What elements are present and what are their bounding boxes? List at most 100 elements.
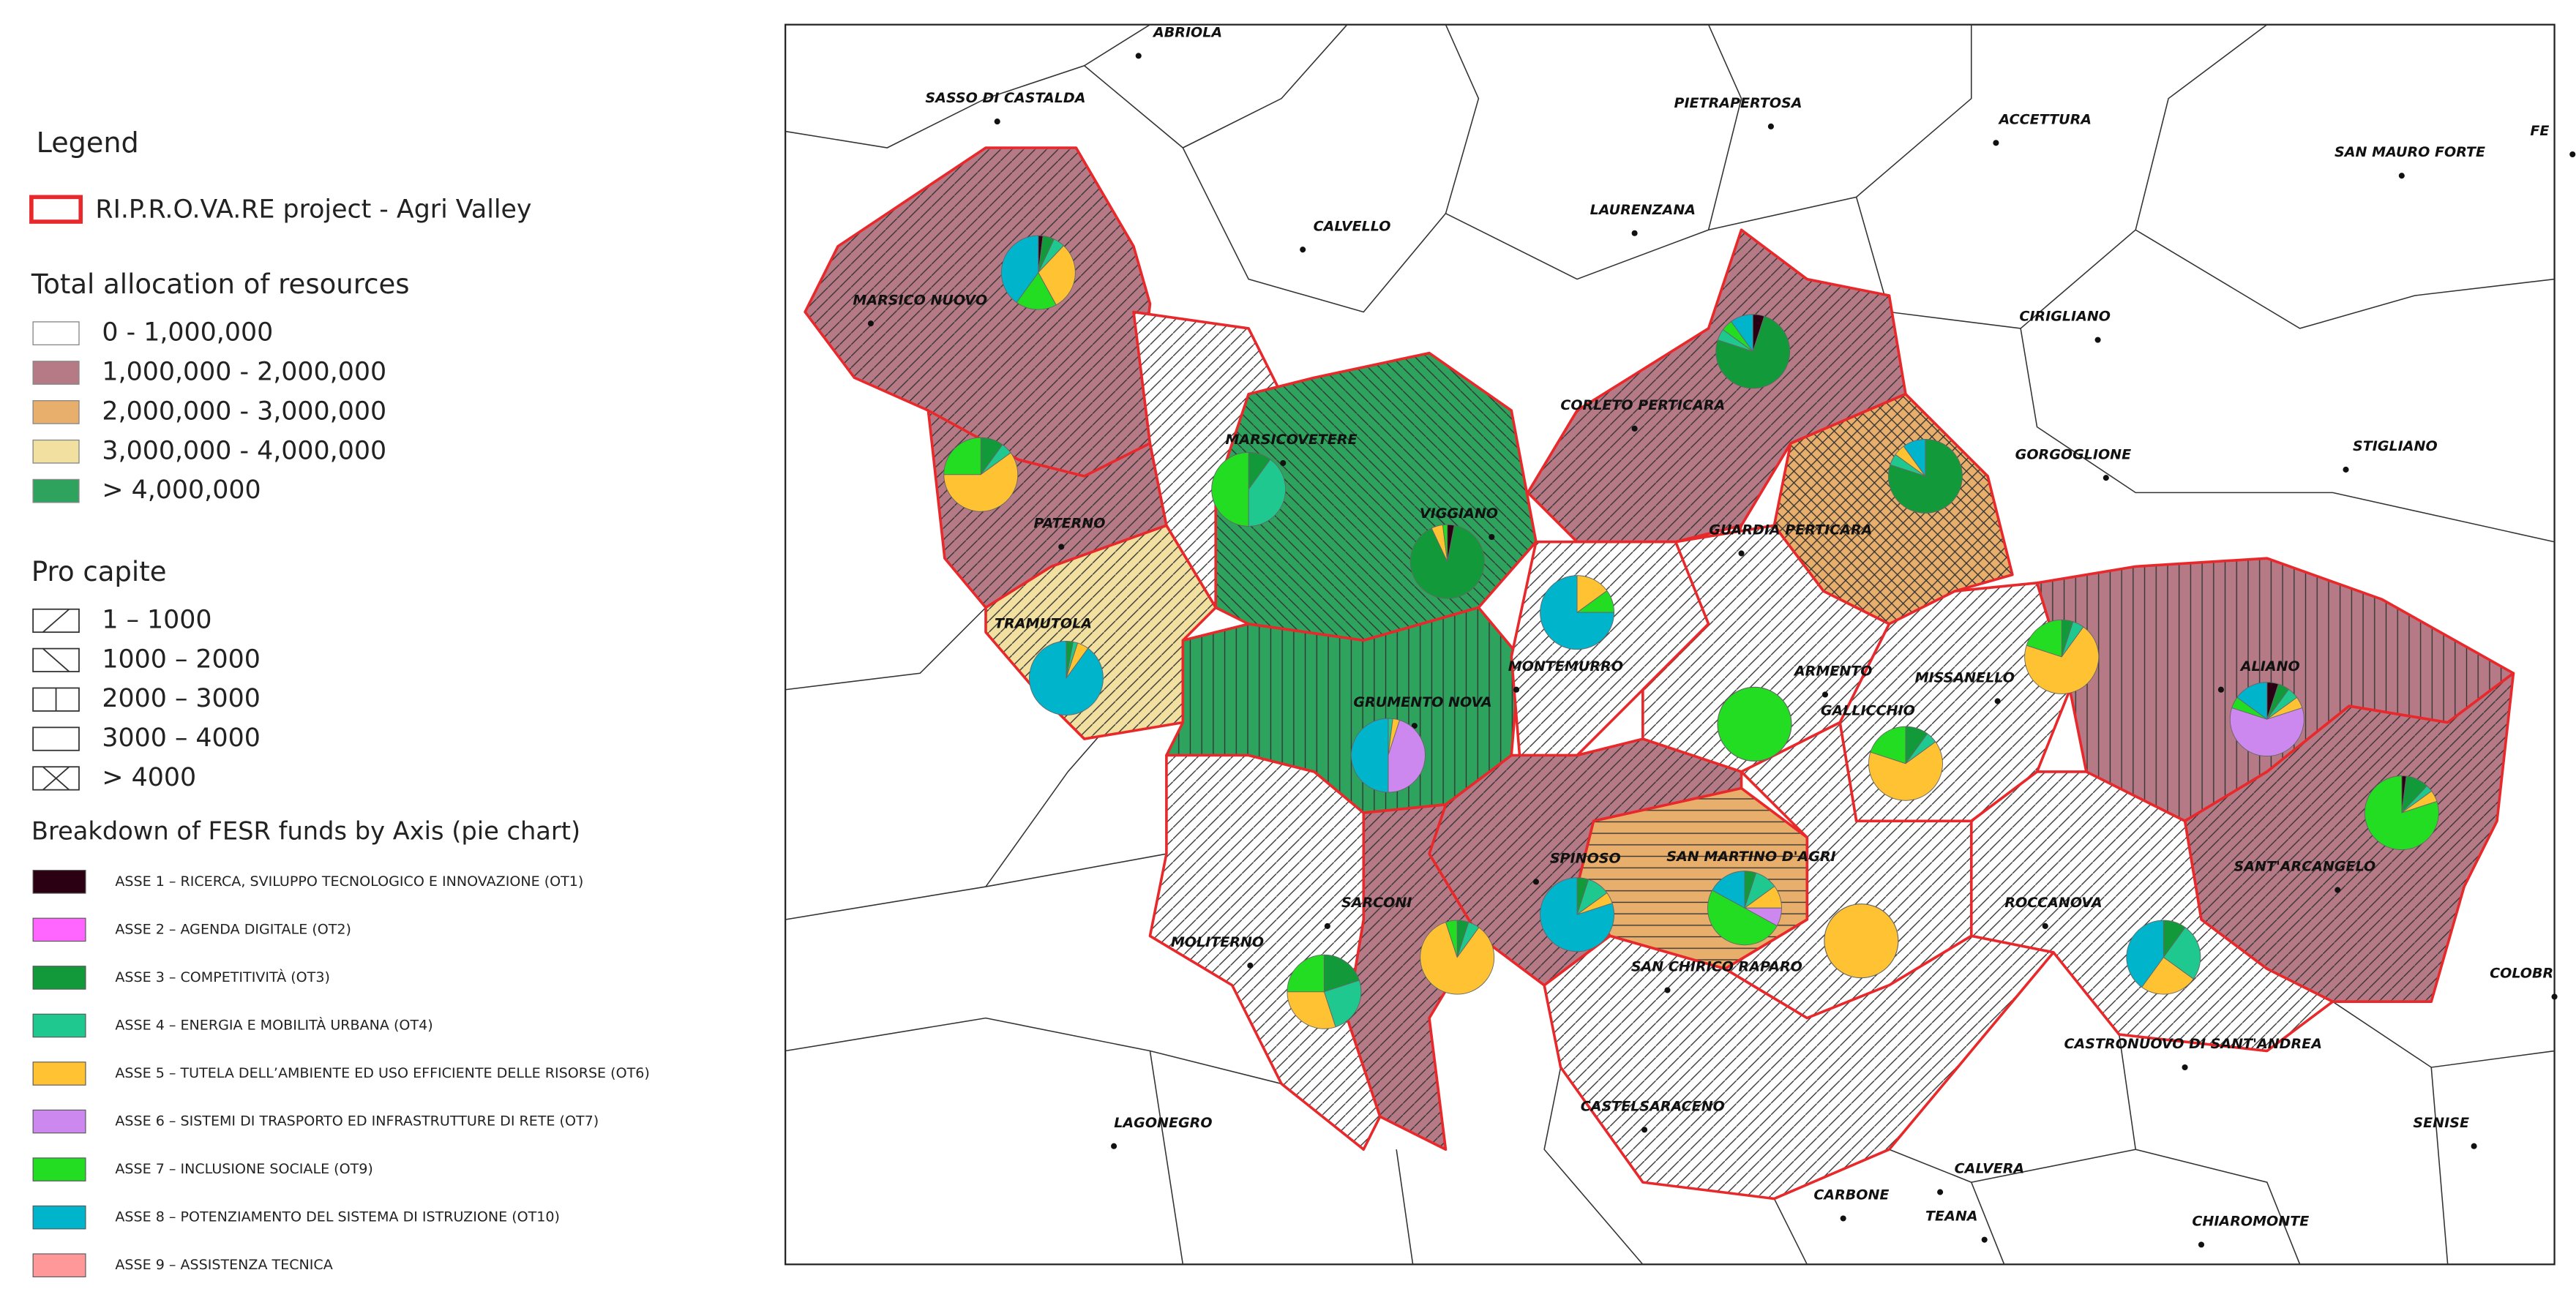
pie-slice [1868,741,1943,801]
place-label: GORGOGLIONE [2015,446,2131,462]
place-label: ACCETTURA [1997,111,2092,127]
pie-slice [1442,524,1448,562]
allocation-swatch [32,439,80,464]
place-label: CASTELSARACENO [1581,1098,1725,1114]
place-label: MISSANELLO [1915,670,2015,686]
background-municipalities [785,24,2555,1265]
procapite-swatch [32,608,80,634]
place-label: SAN CHIRICO RAPARO [1631,959,1802,975]
pie-slice [1715,315,1791,389]
axis-label: ASSE 2 – AGENDA DIGITALE (OT2) [115,921,351,937]
axis-swatch [32,1109,86,1134]
pie-slice [2364,775,2439,851]
municipality-area [1148,754,1382,1151]
place-label: STIGLIANO [2353,438,2438,454]
place-label: SAN MARTINO D'AGRI [1666,849,1835,865]
place-label: ARMENTO [1793,664,1873,680]
place-dot [1631,425,1638,432]
legend: Legend RI.P.R.O.VA.RE project - Agri Val… [29,127,650,1277]
pie-slice [1409,525,1485,599]
allocation-label: > 4,000,000 [102,476,261,505]
axis-swatch [32,870,86,894]
pie-slice [1717,686,1792,762]
pie-slice [2026,619,2062,658]
place-label: CALVERA [1955,1161,2024,1177]
place-dot [1664,987,1671,993]
axis-label: ASSE 3 – COMPETITIVITÀ (OT3) [115,969,330,985]
axis-label: ASSE 9 – ASSISTENZA TECNICA [115,1257,332,1273]
pie-slice [1388,719,1426,793]
place-label: COLOBR [2490,966,2553,982]
place-dot [1641,1127,1648,1133]
axis-swatch [32,1061,86,1086]
place-dot [2551,993,2558,1000]
place-dot [2103,475,2109,481]
pie-slice [2126,920,2164,988]
place-label: CARBONE [1813,1187,1889,1203]
place-label: GRUMENTO NOVA [1353,694,1491,710]
pie-slice [1540,877,1614,952]
procapite-hatch [42,647,70,672]
procapite-swatch [32,726,80,751]
project-label: RI.P.R.O.VA.RE project - Agri Valley [95,195,531,224]
place-dot [1280,459,1287,467]
place-dot [1840,1215,1846,1222]
pie-slice [2024,626,2100,694]
project-area [804,146,2515,1200]
pie-slice [1420,921,1495,995]
procapite-title: Pro capite [31,556,167,587]
pie-slice [1323,954,1360,993]
pie-slice [1323,980,1362,1028]
place-dot [1937,1189,1944,1195]
place-dot [1981,1236,1988,1243]
pie-slice [1824,903,1899,979]
legend-title: Legend [37,127,139,159]
pie-slice [1351,718,1389,793]
place-label: MOLITERNO [1171,934,1264,950]
pie-slice [943,437,981,476]
place-dot [1324,922,1330,929]
place-dot [1993,140,1999,146]
place-label: VIGGIANO [1420,506,1498,522]
place-dot [1631,230,1638,236]
allocation-title: Total allocation of resources [31,268,410,300]
place-label: ALIANO [2239,658,2300,674]
place-label: CIRIGLIANO [2019,309,2111,325]
allocation-swatch [32,478,80,503]
pie-slice [2163,927,2201,980]
axis-swatch [32,1013,86,1038]
place-label: ROCCANOVA [2004,895,2102,911]
procapite-hatch [42,609,70,633]
pie-slice [1029,641,1104,715]
allocation-swatch [32,400,80,424]
place-dot [2334,887,2341,893]
municipality-area [1543,934,2055,1200]
pie-slice [943,452,1019,512]
axis-swatch [32,966,86,990]
place-dot [1513,686,1520,693]
place-dot [1738,550,1745,557]
project-symbol [29,195,83,224]
pie-slice [1287,991,1336,1029]
axis-label: ASSE 4 – ENERGIA E MOBILITÀ URBANA (OT4) [115,1016,433,1033]
place-labels: ABRIOLA SASSO DI CASTALDA PIETRAPERTOSA ACC… [853,24,2576,1248]
axis-swatch [32,1157,86,1181]
place-label: SANT'ARCANGELO [2234,859,2376,875]
place-label: PIETRAPERTOSA [1674,95,1802,111]
pie-slice [2229,707,2304,756]
pie-slice [1038,245,1076,306]
pie-slice [2141,956,2194,995]
place-dot [1821,691,1829,698]
axis-label: ASSE 5 – TUTELA DELL’AMBIENTE ED USO EFF… [115,1065,649,1081]
place-label: GALLICCHIO [1821,702,1915,718]
pie-slice [1903,438,1926,478]
pie-slice [1712,871,1745,909]
allocation-swatch [32,321,80,346]
pie-slice [1000,235,1039,304]
axis-swatch [32,1253,86,1277]
place-label: GUARDIA PERTICARA [1709,522,1872,538]
place-label: SPINOSO [1550,850,1621,866]
allocation-label: 3,000,000 - 4,000,000 [102,436,386,465]
allocation-label: 2,000,000 - 3,000,000 [102,397,386,426]
